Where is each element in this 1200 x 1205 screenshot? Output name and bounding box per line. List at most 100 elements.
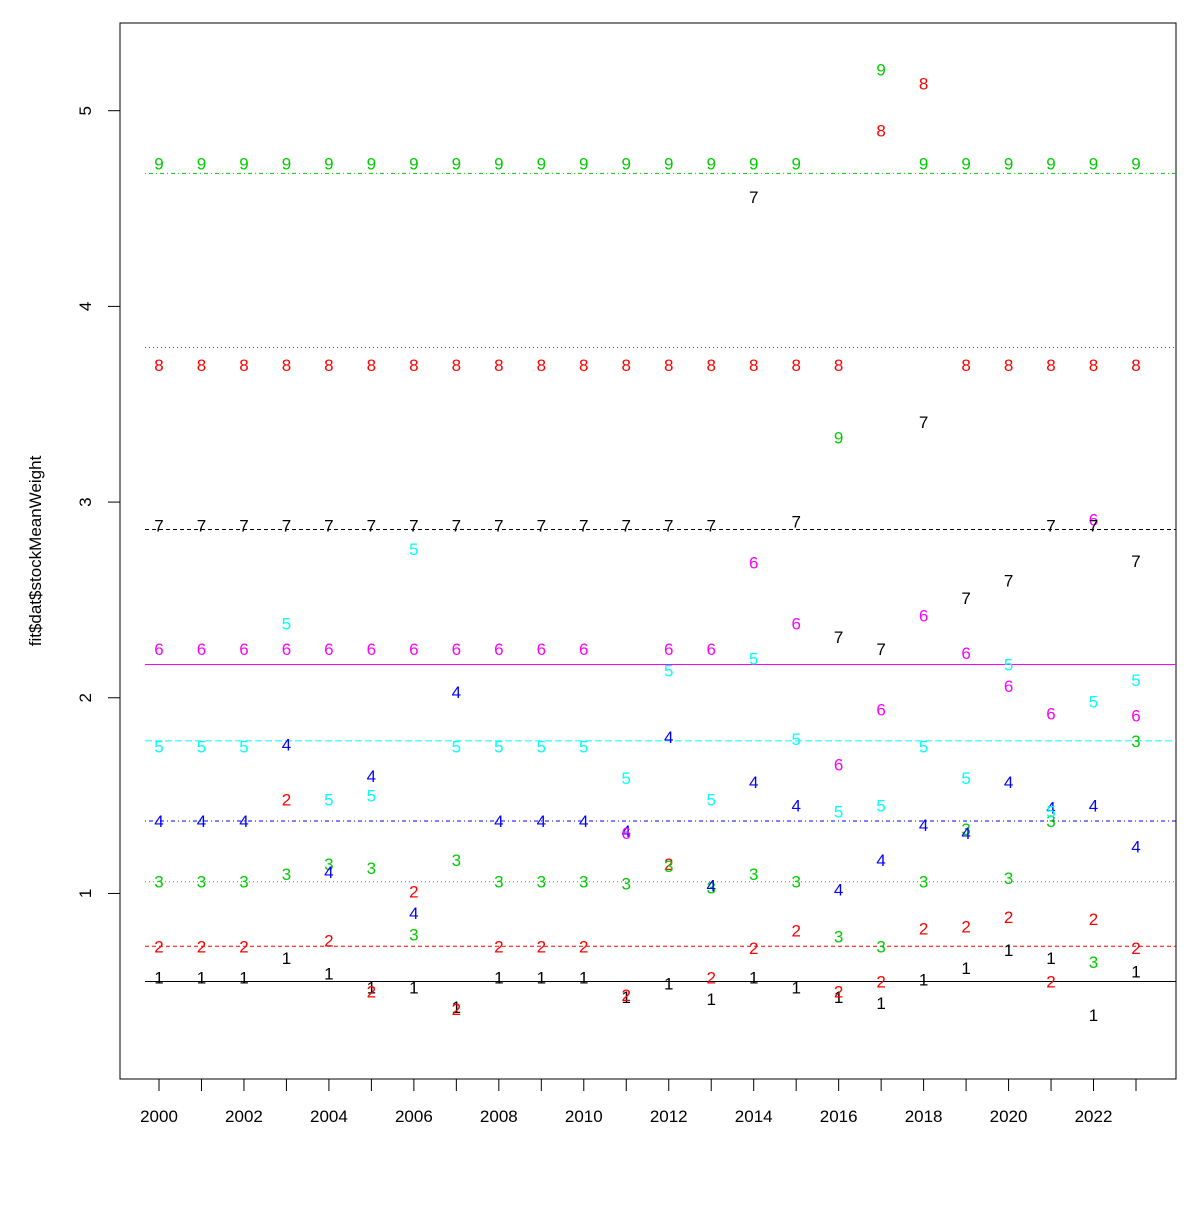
point-series-4: 4: [749, 773, 758, 792]
x-tick-label: 2000: [140, 1107, 178, 1126]
point-series-1: 1: [749, 969, 758, 988]
point-series-7: 7: [664, 517, 673, 536]
point-series-1: 1: [239, 969, 248, 988]
point-series-3: 3: [1004, 869, 1013, 888]
point-series-7: 7: [876, 640, 885, 659]
point-series-7: 7: [452, 517, 461, 536]
point-series-2: 2: [579, 937, 588, 956]
point-series-5: 5: [409, 540, 418, 559]
point-series-9: 9: [791, 155, 800, 174]
point-series-1: 1: [876, 994, 885, 1013]
point-series-7: 7: [834, 628, 843, 647]
point-series-7: 7: [324, 517, 333, 536]
point-series-3: 3: [749, 865, 758, 884]
point-series-7: 7: [791, 513, 800, 532]
point-series-3: 3: [1089, 953, 1098, 972]
point-series-2: 2: [197, 937, 206, 956]
x-tick-label: 2002: [225, 1107, 263, 1126]
point-series-2: 2: [1131, 939, 1140, 958]
point-series-3: 3: [154, 873, 163, 892]
point-series-4: 4: [834, 881, 843, 900]
point-series-6: 6: [367, 640, 376, 659]
point-series-9: 9: [154, 155, 163, 174]
point-series-6: 6: [706, 640, 715, 659]
point-series-8: 8: [452, 356, 461, 375]
point-series-1: 1: [706, 990, 715, 1009]
point-series-2: 2: [919, 920, 928, 939]
x-tick-label: 2018: [905, 1107, 943, 1126]
mean-lines: [145, 172, 1176, 983]
point-series-1: 1: [1004, 941, 1013, 960]
point-series-7: 7: [706, 517, 715, 536]
point-series-1: 1: [1046, 949, 1055, 968]
y-tick-label: 4: [76, 302, 95, 311]
point-series-5: 5: [1089, 693, 1098, 712]
x-tick-label: 2012: [650, 1107, 688, 1126]
point-series-6: 6: [494, 640, 503, 659]
point-series-2: 2: [791, 922, 800, 941]
point-series-6: 6: [452, 640, 461, 659]
point-series-9: 9: [409, 155, 418, 174]
point-series-5: 5: [664, 661, 673, 680]
point-series-8: 8: [324, 356, 333, 375]
point-series-9: 9: [706, 155, 715, 174]
point-series-4: 4: [282, 736, 291, 755]
point-series-6: 6: [791, 614, 800, 633]
point-series-4: 4: [876, 851, 885, 870]
point-series-8: 8: [919, 74, 928, 93]
point-series-7: 7: [1046, 517, 1055, 536]
point-series-8: 8: [876, 121, 885, 140]
point-series-4: 4: [452, 683, 461, 702]
point-series-8: 8: [494, 356, 503, 375]
point-series-8: 8: [749, 356, 758, 375]
point-series-9: 9: [749, 155, 758, 174]
plot-frame: [119, 22, 1177, 1080]
point-series-4: 4: [706, 877, 715, 896]
point-series-4: 4: [537, 812, 546, 831]
point-series-7: 7: [622, 517, 631, 536]
point-series-2: 2: [367, 982, 376, 1001]
point-series-5: 5: [961, 769, 970, 788]
point-series-6: 6: [834, 755, 843, 774]
point-series-2: 2: [1046, 973, 1055, 992]
y-axis-label: fit$dat$stockMeanWeight: [26, 455, 45, 646]
point-series-3: 3: [876, 937, 885, 956]
point-series-9: 9: [239, 155, 248, 174]
point-series-6: 6: [579, 640, 588, 659]
point-series-5: 5: [154, 738, 163, 757]
point-series-8: 8: [239, 356, 248, 375]
point-series-3: 3: [452, 851, 461, 870]
point-series-1: 1: [154, 969, 163, 988]
point-series-3: 3: [706, 879, 715, 898]
point-series-6: 6: [409, 640, 418, 659]
point-series-9: 9: [367, 155, 376, 174]
point-series-2: 2: [324, 931, 333, 950]
point-series-4: 4: [197, 812, 206, 831]
point-series-7: 7: [197, 517, 206, 536]
point-series-1: 1: [664, 974, 673, 993]
point-series-7: 7: [367, 517, 376, 536]
x-tick-label: 2006: [395, 1107, 433, 1126]
y-tick-label: 1: [76, 889, 95, 898]
point-series-9: 9: [1004, 155, 1013, 174]
point-series-4: 4: [367, 767, 376, 786]
x-axis: 2000 2002 2004 2006 2008 2010 2012 2014 2016 2018…: [140, 1078, 1137, 1126]
point-series-3: 3: [961, 820, 970, 839]
x-tick-label: 2014: [735, 1107, 773, 1126]
x-tick-label: 2020: [990, 1107, 1028, 1126]
point-series-2: 2: [876, 973, 885, 992]
point-series-6: 6: [1089, 511, 1098, 530]
point-series-9: 9: [961, 155, 970, 174]
point-series-8: 8: [834, 356, 843, 375]
point-series-5: 5: [324, 791, 333, 810]
point-series-3: 3: [1131, 732, 1140, 751]
point-series-6: 6: [537, 640, 546, 659]
x-tick-label: 2008: [480, 1107, 518, 1126]
point-series-5: 5: [834, 802, 843, 821]
point-series-5: 5: [579, 738, 588, 757]
point-series-3: 3: [197, 873, 206, 892]
point-series-7: 7: [579, 517, 588, 536]
point-series-1: 1: [197, 969, 206, 988]
